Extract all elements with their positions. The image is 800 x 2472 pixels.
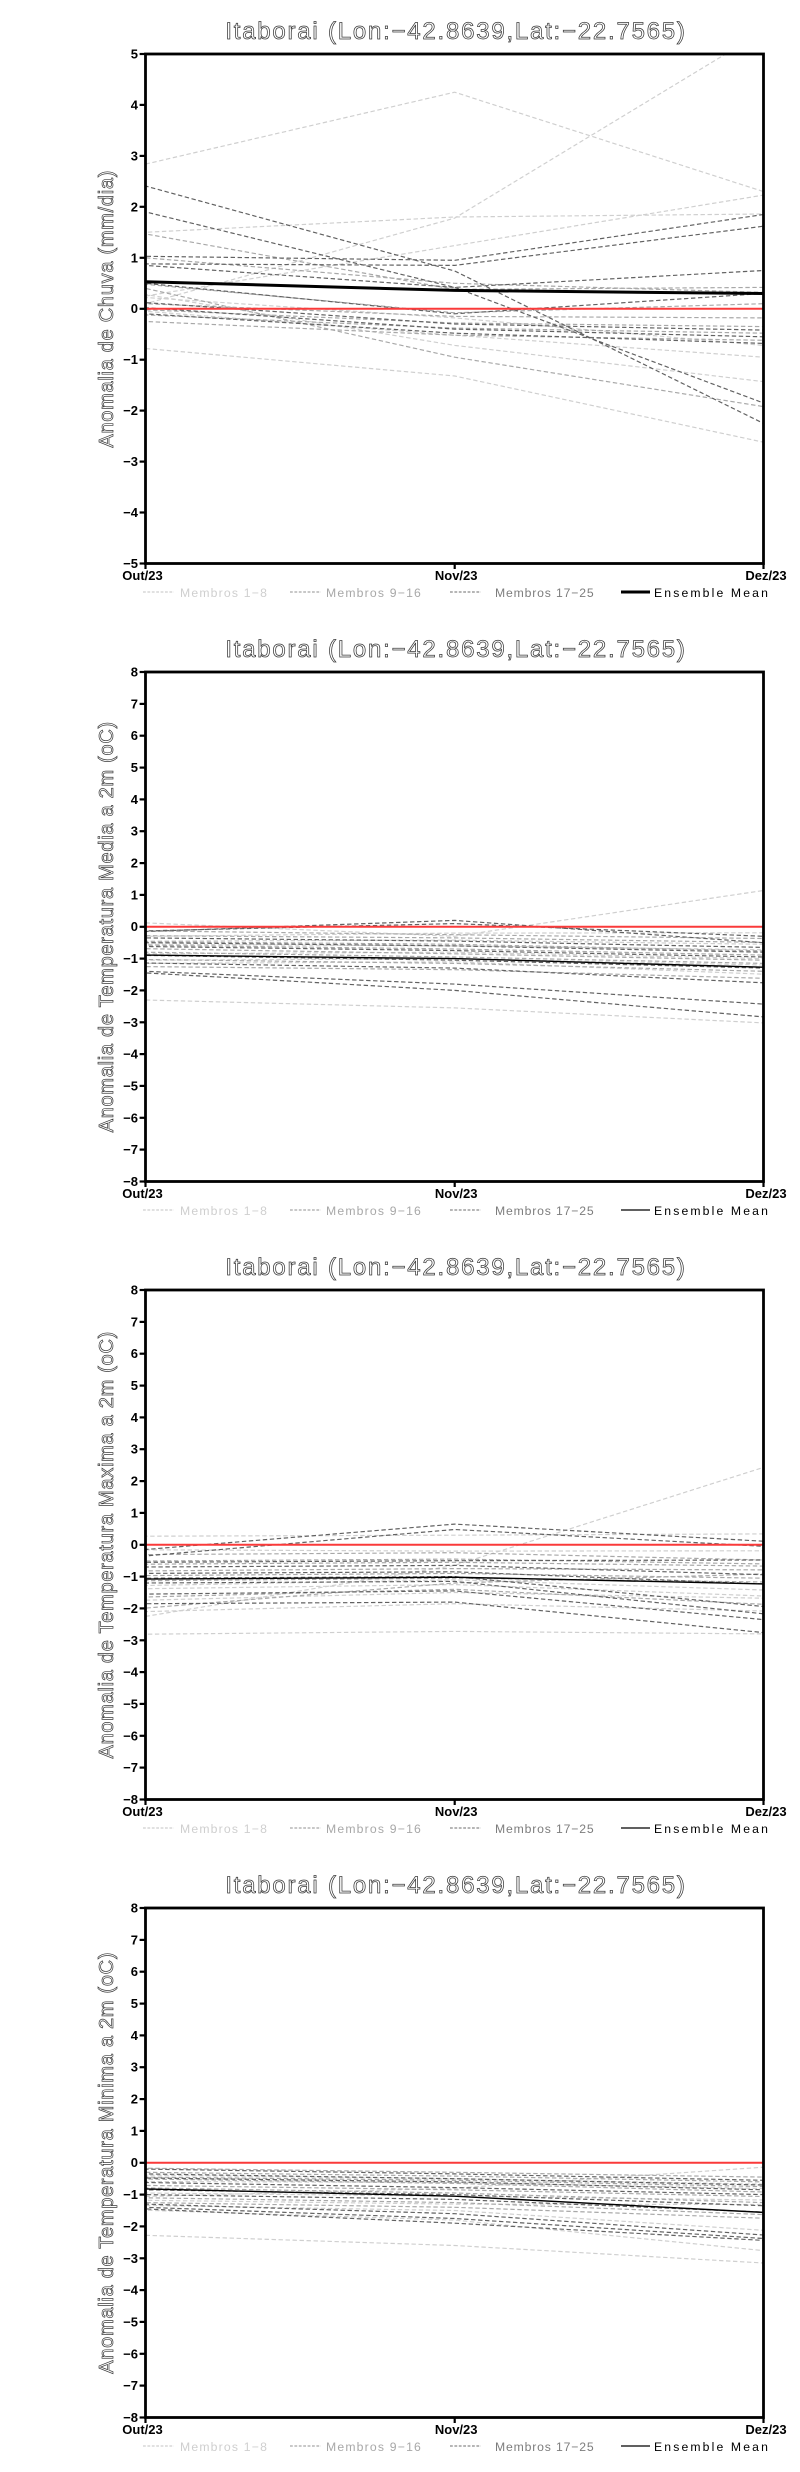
svg-text:0: 0 xyxy=(131,919,138,934)
svg-text:Out/23: Out/23 xyxy=(122,1186,162,1201)
svg-text:Out/23: Out/23 xyxy=(122,568,162,583)
svg-text:2: 2 xyxy=(131,199,138,214)
svg-text:4: 4 xyxy=(131,1410,139,1425)
svg-text:Ensemble Mean: Ensemble Mean xyxy=(654,1822,770,1836)
svg-text:Ensemble Mean: Ensemble Mean xyxy=(654,1204,770,1218)
svg-text:Out/23: Out/23 xyxy=(122,2422,162,2437)
svg-text:Out/23: Out/23 xyxy=(122,1804,162,1819)
svg-text:8: 8 xyxy=(131,1901,138,1916)
svg-text:2: 2 xyxy=(131,2092,138,2107)
svg-text:5: 5 xyxy=(131,1996,138,2011)
svg-text:0: 0 xyxy=(131,301,138,316)
svg-text:−1: −1 xyxy=(123,1569,138,1584)
svg-text:1: 1 xyxy=(131,887,138,902)
svg-text:Membros 1−8: Membros 1−8 xyxy=(180,1204,268,1218)
svg-text:8: 8 xyxy=(131,665,138,680)
svg-text:5: 5 xyxy=(131,1378,138,1393)
svg-text:−4: −4 xyxy=(123,1047,139,1062)
svg-text:Membros 9−16: Membros 9−16 xyxy=(326,1204,422,1218)
svg-text:−3: −3 xyxy=(123,454,138,469)
svg-text:−4: −4 xyxy=(123,2283,139,2298)
svg-text:6: 6 xyxy=(131,1964,138,1979)
svg-text:6: 6 xyxy=(131,728,138,743)
svg-text:−2: −2 xyxy=(123,983,138,998)
svg-text:Nov/23: Nov/23 xyxy=(435,568,478,583)
svg-text:Membros 9−16: Membros 9−16 xyxy=(326,586,422,600)
svg-text:−1: −1 xyxy=(123,2187,138,2202)
svg-text:−2: −2 xyxy=(123,1601,138,1616)
svg-text:−6: −6 xyxy=(123,1728,138,1743)
svg-text:Membros 1−8: Membros 1−8 xyxy=(180,1822,268,1836)
svg-text:−1: −1 xyxy=(123,951,138,966)
svg-text:Anomalia de Temperatura Maxima: Anomalia de Temperatura Maxima a 2m (oC) xyxy=(96,1331,118,1758)
svg-text:−2: −2 xyxy=(123,403,138,418)
svg-text:Nov/23: Nov/23 xyxy=(435,1804,478,1819)
svg-text:0: 0 xyxy=(131,1537,138,1552)
svg-text:−8: −8 xyxy=(123,1174,138,1189)
svg-text:Nov/23: Nov/23 xyxy=(435,1186,478,1201)
svg-text:Dez/23: Dez/23 xyxy=(745,1804,786,1819)
svg-text:−8: −8 xyxy=(123,2410,138,2425)
svg-text:1: 1 xyxy=(131,1505,138,1520)
svg-text:−5: −5 xyxy=(123,1078,138,1093)
svg-text:−6: −6 xyxy=(123,1110,138,1125)
svg-text:2: 2 xyxy=(131,856,138,871)
svg-text:−7: −7 xyxy=(123,2378,138,2393)
svg-text:Nov/23: Nov/23 xyxy=(435,2422,478,2437)
svg-text:−2: −2 xyxy=(123,2219,138,2234)
svg-text:5: 5 xyxy=(131,760,138,775)
svg-text:1: 1 xyxy=(131,250,138,265)
svg-text:Membros 1−8: Membros 1−8 xyxy=(180,2440,268,2454)
svg-text:Dez/23: Dez/23 xyxy=(745,2422,786,2437)
svg-text:−5: −5 xyxy=(123,556,138,571)
svg-text:3: 3 xyxy=(131,148,138,163)
svg-text:7: 7 xyxy=(131,696,138,711)
svg-text:−4: −4 xyxy=(123,505,139,520)
svg-text:Dez/23: Dez/23 xyxy=(745,1186,786,1201)
svg-text:Itaborai (Lon:−42.8639,Lat:−22: Itaborai (Lon:−42.8639,Lat:−22.7565) xyxy=(225,1254,686,1281)
svg-text:3: 3 xyxy=(131,824,138,839)
svg-text:Membros 17−25: Membros 17−25 xyxy=(495,586,594,600)
svg-text:Membros 17−25: Membros 17−25 xyxy=(495,2440,594,2454)
svg-text:4: 4 xyxy=(131,792,139,807)
svg-text:−6: −6 xyxy=(123,2346,138,2361)
svg-text:Anomalia de Chuva (mm/dia): Anomalia de Chuva (mm/dia) xyxy=(96,170,118,448)
svg-text:−5: −5 xyxy=(123,1696,138,1711)
svg-text:Ensemble Mean: Ensemble Mean xyxy=(654,2440,770,2454)
svg-text:−3: −3 xyxy=(123,2251,138,2266)
svg-text:Dez/23: Dez/23 xyxy=(745,568,786,583)
svg-text:Membros 9−16: Membros 9−16 xyxy=(326,2440,422,2454)
svg-text:3: 3 xyxy=(131,2060,138,2075)
svg-text:Anomalia de Temperatura Media: Anomalia de Temperatura Media a 2m (oC) xyxy=(96,721,118,1132)
svg-text:−1: −1 xyxy=(123,352,138,367)
svg-text:−3: −3 xyxy=(123,1015,138,1030)
svg-text:3: 3 xyxy=(131,1442,138,1457)
svg-text:Ensemble Mean: Ensemble Mean xyxy=(654,586,770,600)
svg-text:0: 0 xyxy=(131,2155,138,2170)
svg-text:2: 2 xyxy=(131,1474,138,1489)
svg-text:4: 4 xyxy=(131,2028,139,2043)
svg-text:−5: −5 xyxy=(123,2314,138,2329)
svg-text:4: 4 xyxy=(131,97,139,112)
svg-text:−8: −8 xyxy=(123,1792,138,1807)
svg-text:−7: −7 xyxy=(123,1142,138,1157)
svg-text:Membros 17−25: Membros 17−25 xyxy=(495,1822,594,1836)
svg-text:−4: −4 xyxy=(123,1665,139,1680)
svg-text:−7: −7 xyxy=(123,1760,138,1775)
svg-text:Anomalia de Temperatura Minima: Anomalia de Temperatura Minima a 2m (oC) xyxy=(96,1952,118,2374)
svg-text:7: 7 xyxy=(131,1932,138,1947)
svg-text:8: 8 xyxy=(131,1283,138,1298)
svg-text:−3: −3 xyxy=(123,1633,138,1648)
svg-text:6: 6 xyxy=(131,1346,138,1361)
svg-text:Membros 17−25: Membros 17−25 xyxy=(495,1204,594,1218)
svg-text:5: 5 xyxy=(131,47,138,62)
svg-text:Membros 9−16: Membros 9−16 xyxy=(326,1822,422,1836)
svg-text:Itaborai (Lon:−42.8639,Lat:−22: Itaborai (Lon:−42.8639,Lat:−22.7565) xyxy=(225,636,686,663)
svg-text:Membros 1−8: Membros 1−8 xyxy=(180,586,268,600)
svg-text:Itaborai (Lon:−42.8639,Lat:−22: Itaborai (Lon:−42.8639,Lat:−22.7565) xyxy=(225,18,686,45)
svg-text:1: 1 xyxy=(131,2123,138,2138)
svg-text:Itaborai (Lon:−42.8639,Lat:−22: Itaborai (Lon:−42.8639,Lat:−22.7565) xyxy=(225,1872,686,1899)
svg-text:7: 7 xyxy=(131,1314,138,1329)
